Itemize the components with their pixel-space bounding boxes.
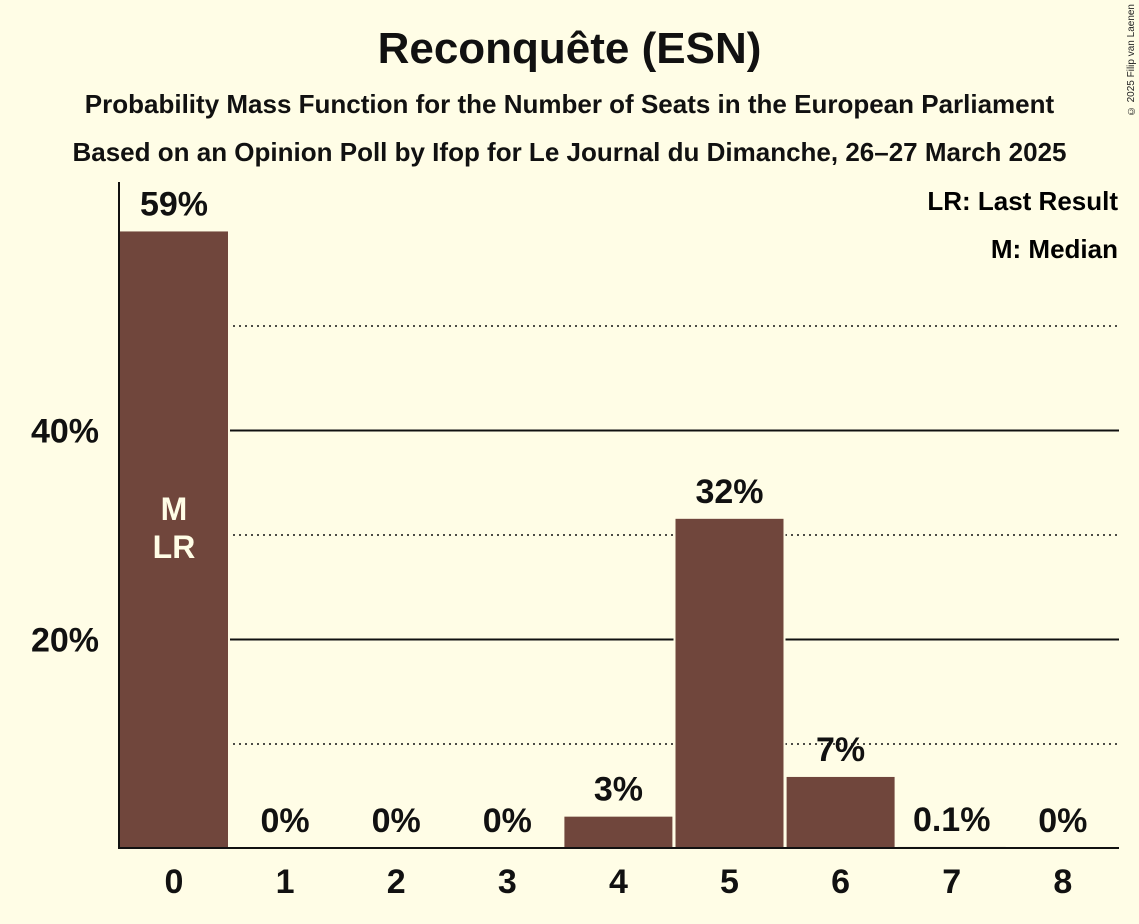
chart-subtitle: Probability Mass Function for the Number…	[84, 89, 1055, 119]
bar	[675, 518, 784, 848]
y-tick-label: 40%	[31, 413, 99, 451]
bar	[564, 816, 673, 848]
bar-value-label: 0%	[483, 802, 532, 840]
bar-halo	[895, 844, 1008, 848]
chart-subtitle-source: Based on an Opinion Poll by Ifop for Le …	[72, 137, 1067, 167]
bar	[120, 231, 228, 848]
bar-value-label: 0%	[1038, 802, 1087, 840]
x-tick-label: 6	[831, 863, 850, 901]
x-tick-label: 3	[498, 863, 517, 901]
x-tick-label: 7	[942, 863, 961, 901]
gridlines	[119, 325, 1119, 745]
bar	[786, 776, 895, 848]
bar-value-label: 59%	[140, 185, 208, 223]
bar-value-label: 7%	[816, 731, 865, 769]
bar-value-label: 0%	[372, 802, 421, 840]
bar-marker-label: M	[161, 491, 188, 527]
bar-value-label: 0.1%	[913, 801, 991, 839]
bar-value-label: 3%	[594, 771, 643, 809]
x-tick-label: 1	[276, 863, 295, 901]
legend-last-result: LR: Last Result	[927, 186, 1118, 216]
bar-marker-label: LR	[153, 529, 196, 565]
chart-title: Reconquête (ESN)	[377, 24, 762, 73]
x-tick-label: 4	[609, 863, 628, 901]
x-tick-label: 5	[720, 863, 739, 901]
axes	[118, 182, 1119, 849]
y-tick-label: 20%	[31, 622, 99, 660]
x-tick-label: 2	[387, 863, 406, 901]
bars	[118, 229, 1008, 848]
bar-value-label: 0%	[261, 802, 310, 840]
x-tick-label: 8	[1053, 863, 1072, 901]
legend-median: M: Median	[991, 234, 1118, 264]
bar-value-label: 32%	[695, 473, 763, 511]
x-tick-label: 0	[165, 863, 184, 901]
